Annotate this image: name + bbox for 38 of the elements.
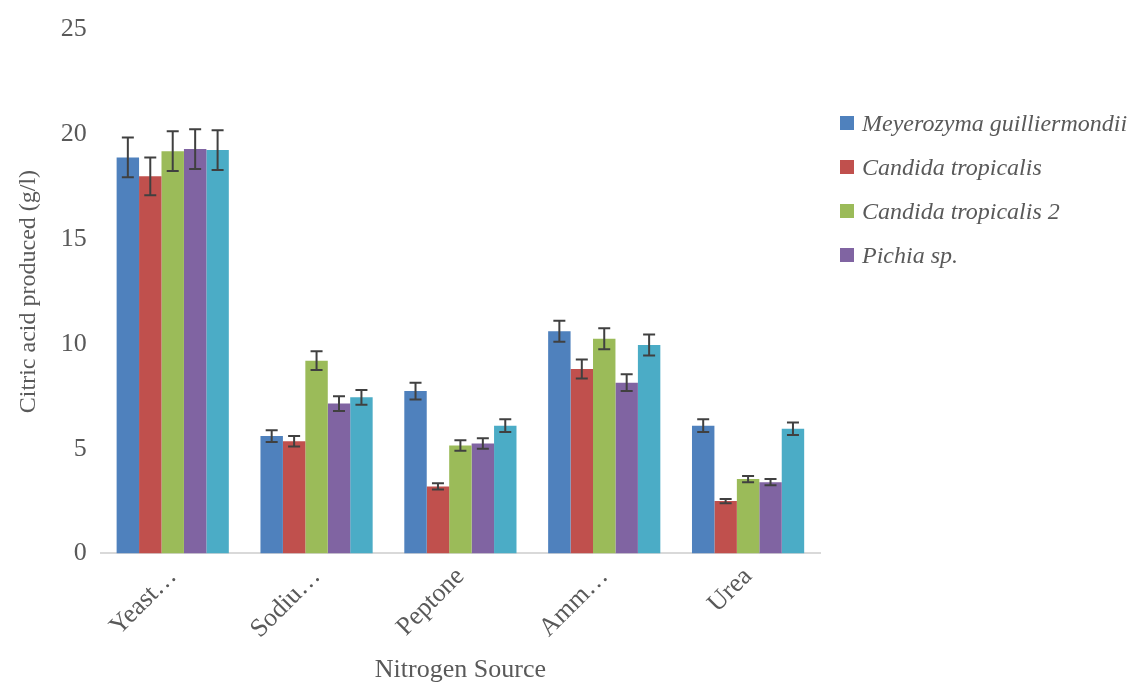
bar bbox=[282, 441, 306, 554]
bar bbox=[615, 382, 638, 554]
bar bbox=[426, 486, 450, 554]
x-axis-title: Nitrogen Source bbox=[374, 654, 546, 684]
bar bbox=[161, 151, 184, 554]
bar bbox=[116, 157, 140, 554]
bar bbox=[637, 344, 661, 554]
bar bbox=[305, 360, 328, 554]
legend-label: Candida tropicalis bbox=[862, 154, 1042, 180]
bar bbox=[494, 425, 517, 554]
bar bbox=[471, 443, 495, 554]
bar bbox=[759, 482, 782, 554]
legend-label: Candida tropicalis 2 bbox=[862, 198, 1060, 224]
bar bbox=[736, 479, 760, 554]
bar bbox=[691, 425, 715, 554]
bar bbox=[714, 501, 737, 554]
y-tick-label: 25 bbox=[60, 13, 87, 43]
legend-label: Pichia sp. bbox=[862, 242, 958, 268]
legend-label: Meyerozyma guilliermondii bbox=[862, 110, 1128, 136]
bar bbox=[327, 403, 351, 554]
bar bbox=[593, 338, 616, 554]
bar bbox=[449, 445, 472, 554]
bar bbox=[183, 149, 207, 554]
bar bbox=[548, 331, 571, 554]
bar bbox=[781, 428, 805, 554]
y-axis-title: Citric acid produced (g/l) bbox=[13, 169, 40, 414]
bar bbox=[404, 391, 427, 554]
y-tick-label: 20 bbox=[60, 118, 87, 148]
bar bbox=[139, 176, 162, 554]
bar bbox=[350, 397, 373, 554]
y-tick-label: 10 bbox=[60, 327, 87, 357]
bar bbox=[260, 436, 283, 554]
y-tick-label: 5 bbox=[73, 432, 87, 462]
y-tick-label: 0 bbox=[73, 537, 87, 567]
x-tick-label: Urea bbox=[700, 560, 758, 618]
bar bbox=[206, 150, 229, 554]
y-tick-label: 15 bbox=[60, 222, 87, 252]
bar bbox=[570, 369, 594, 554]
